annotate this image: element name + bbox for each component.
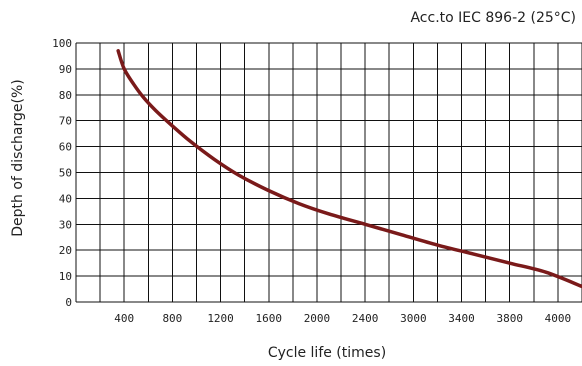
series-line — [116, 49, 582, 289]
x-tick-label: 1200 — [207, 312, 234, 325]
line-layer — [116, 49, 582, 289]
chart-annotation: Acc.to IEC 896-2 (25°C) — [410, 10, 576, 26]
x-tick-label: 1600 — [256, 312, 283, 325]
x-tick-label: 400 — [114, 312, 134, 325]
x-tick-label: 2400 — [352, 312, 379, 325]
y-tick-label: 80 — [59, 89, 72, 102]
x-axis-label: Cycle life (times) — [268, 345, 386, 361]
y-tick-label: 60 — [59, 141, 72, 154]
y-tick-label: 100 — [52, 37, 72, 50]
y-tick-label: 70 — [59, 115, 72, 128]
x-tick-label: 3400 — [448, 312, 475, 325]
y-tick-label: 50 — [59, 167, 72, 180]
x-tick-label: 2000 — [304, 312, 331, 325]
x-tick-label: 4000 — [545, 312, 572, 325]
y-tick-label: 0 — [65, 296, 72, 309]
y-tick-label: 40 — [59, 192, 72, 205]
x-tick-label: 3000 — [400, 312, 427, 325]
y-tick-label: 10 — [59, 270, 72, 283]
x-tick-label: 800 — [162, 312, 182, 325]
y-tick-label: 30 — [59, 218, 72, 231]
x-tick-label: 3800 — [496, 312, 523, 325]
grid-layer — [75, 42, 582, 303]
tick-layer: 0 10 20 30 40 50 60 70 80 90 100 400 800 1200 1600 2000… — [52, 37, 571, 325]
y-axis-label: Depth of discharge(%) — [10, 79, 26, 237]
y-tick-label: 90 — [59, 63, 72, 76]
y-tick-label: 20 — [59, 244, 72, 257]
